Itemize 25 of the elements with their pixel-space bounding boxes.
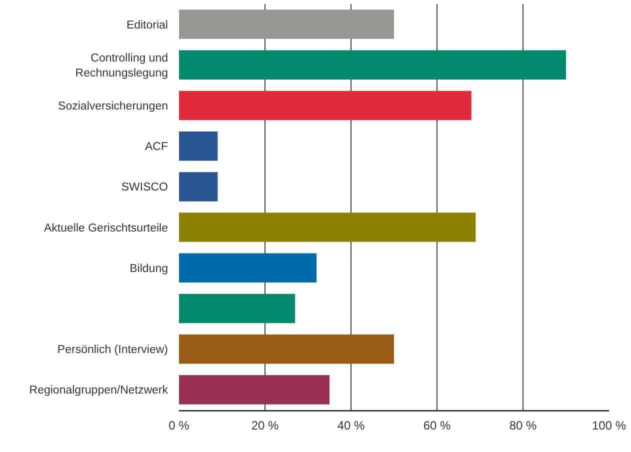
x-tick-label: 40 % xyxy=(337,418,365,433)
y-tick-label: Aktuelle Gerischtsurteile xyxy=(44,222,168,234)
bar xyxy=(179,334,394,364)
x-tick-label: 20 % xyxy=(251,418,279,433)
y-tick-label: Regionalgruppen/Netzwerk xyxy=(29,384,168,397)
y-tick-label: Controlling und Rechnungslegung xyxy=(75,52,168,80)
bar xyxy=(179,10,394,39)
x-tick-label: 100 % xyxy=(592,418,626,433)
y-tick-label: Persönlich (Interview) xyxy=(57,344,168,356)
x-tick-label: 60 % xyxy=(423,418,451,433)
bar xyxy=(179,172,218,202)
y-tick-label: Bildung xyxy=(130,262,168,275)
bar xyxy=(179,375,330,404)
y-tick-label: ACF xyxy=(145,141,168,154)
bar xyxy=(179,253,317,283)
bar xyxy=(179,294,296,324)
x-tick-label: 0 % xyxy=(168,418,190,433)
bar xyxy=(179,50,566,80)
y-tick-label: Editorial xyxy=(126,19,168,32)
y-tick-label: Sozialversicherungen xyxy=(58,100,168,113)
x-tick-label: 80 % xyxy=(509,418,537,433)
bar xyxy=(179,90,472,120)
bar xyxy=(179,212,476,242)
y-tick-label: SWISCO xyxy=(121,182,168,194)
bar xyxy=(179,131,218,161)
